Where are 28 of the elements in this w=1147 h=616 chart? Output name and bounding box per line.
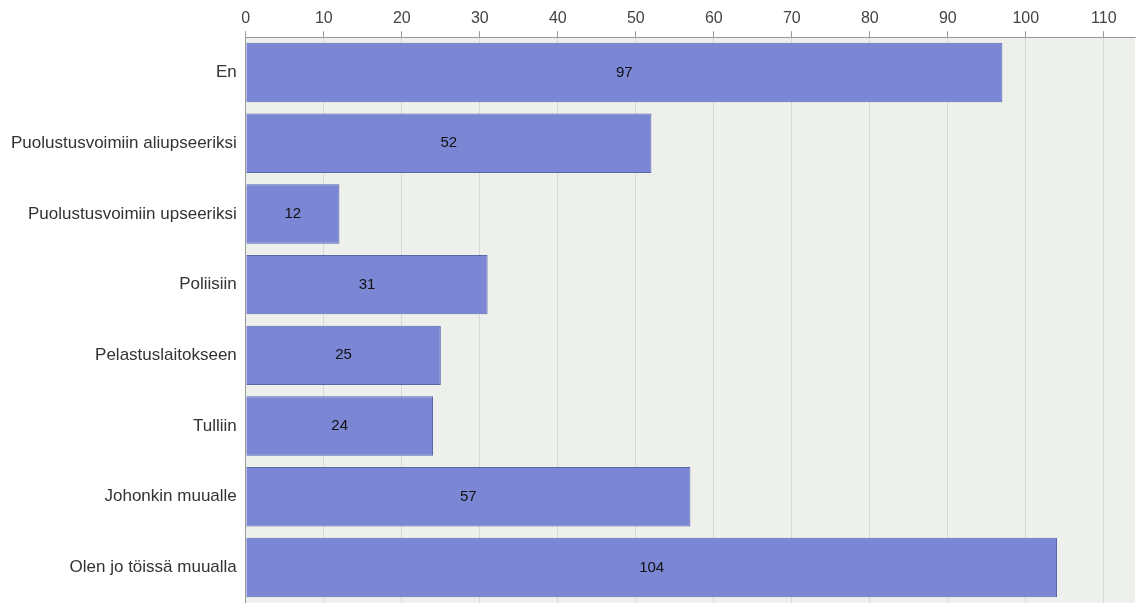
y-tick-label: Tulliin [193, 415, 237, 435]
x-tick-label: 110 [1091, 9, 1117, 27]
x-tick-label: 60 [704, 9, 723, 27]
x-tick-label: 70 [782, 9, 801, 27]
y-tick-label: Puolustusvoimiin aliupseeriksi [10, 132, 237, 152]
y-tick-label: Johonkin muualle [104, 486, 237, 506]
y-tick-label: Puolustusvoimiin upseeriksi [27, 203, 237, 223]
x-tick-label: 100 [1012, 9, 1040, 27]
data-label: 52 [440, 133, 458, 151]
x-tick-label: 0 [241, 9, 251, 27]
data-label: 104 [639, 557, 665, 575]
data-label: 24 [331, 416, 349, 434]
y-tick-label: En [216, 62, 237, 82]
y-tick-label: Poliisiin [179, 274, 237, 294]
data-label: 25 [335, 345, 352, 363]
x-tick-label: 10 [314, 9, 333, 27]
x-tick-label: 90 [938, 9, 957, 27]
x-tick-label: 30 [470, 9, 489, 27]
x-tick-label: 20 [392, 9, 411, 27]
x-tick-label: 80 [860, 9, 879, 27]
data-label: 12 [284, 204, 302, 222]
x-tick-label: 40 [548, 9, 567, 27]
data-label: 57 [460, 486, 477, 504]
y-tick-label: Pelastuslaitokseen [95, 345, 237, 365]
data-label: 31 [358, 274, 376, 292]
x-tick-label: 50 [626, 9, 645, 27]
data-label: 97 [616, 62, 633, 80]
y-tick-label: Olen jo töissä muualla [69, 557, 238, 577]
